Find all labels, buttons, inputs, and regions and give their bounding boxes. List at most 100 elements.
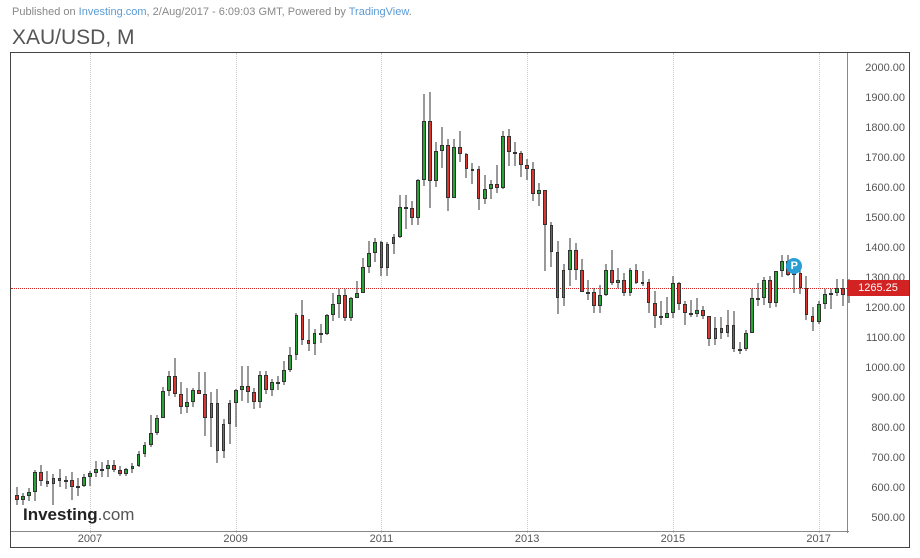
candle bbox=[46, 53, 50, 533]
y-tick: 1100.00 bbox=[866, 332, 905, 344]
candle bbox=[732, 53, 736, 533]
candle bbox=[434, 53, 438, 533]
candle bbox=[756, 53, 760, 533]
candle bbox=[167, 53, 171, 533]
candle bbox=[216, 53, 220, 533]
y-axis: 500.00600.00700.00800.00900.001000.00110… bbox=[847, 53, 909, 533]
candle bbox=[629, 53, 633, 533]
powered-by-prefix: Powered by bbox=[288, 6, 349, 18]
candle bbox=[313, 53, 317, 533]
candle bbox=[137, 53, 141, 533]
candle bbox=[319, 53, 323, 533]
candle bbox=[246, 53, 250, 533]
candle bbox=[477, 53, 481, 533]
candle bbox=[616, 53, 620, 533]
x-tick: 2017 bbox=[806, 533, 830, 545]
candle bbox=[610, 53, 614, 533]
candle bbox=[52, 53, 56, 533]
candle bbox=[82, 53, 86, 533]
y-tick: 1700.00 bbox=[865, 152, 905, 164]
candle bbox=[161, 53, 165, 533]
published-site-link[interactable]: Investing.com bbox=[79, 6, 147, 18]
watermark-light: .com bbox=[98, 505, 135, 524]
candle bbox=[507, 53, 511, 533]
candle bbox=[143, 53, 147, 533]
candle bbox=[258, 53, 262, 533]
candle bbox=[325, 53, 329, 533]
plot-area[interactable]: P bbox=[11, 53, 849, 533]
candle bbox=[701, 53, 705, 533]
candle bbox=[392, 53, 396, 533]
candle bbox=[738, 53, 742, 533]
candle bbox=[106, 53, 110, 533]
candle bbox=[94, 53, 98, 533]
candle bbox=[173, 53, 177, 533]
candle bbox=[574, 53, 578, 533]
candle bbox=[64, 53, 68, 533]
candle bbox=[440, 53, 444, 533]
candle bbox=[762, 53, 766, 533]
candle bbox=[495, 53, 499, 533]
y-tick: 500.00 bbox=[871, 512, 905, 524]
marker-p: P bbox=[786, 258, 802, 274]
candle bbox=[307, 53, 311, 533]
x-tick: 2015 bbox=[661, 533, 685, 545]
header-meta: Published on Investing.com, 2/Aug/2017 -… bbox=[12, 6, 412, 18]
candle bbox=[471, 53, 475, 533]
candle bbox=[240, 53, 244, 533]
candle bbox=[835, 53, 839, 533]
candle bbox=[270, 53, 274, 533]
y-tick: 1800.00 bbox=[865, 122, 905, 134]
chart-symbol: XAU/USD bbox=[12, 26, 105, 49]
y-tick: 1000.00 bbox=[865, 362, 905, 374]
candle bbox=[641, 53, 645, 533]
candle bbox=[404, 53, 408, 533]
candle bbox=[707, 53, 711, 533]
candle bbox=[355, 53, 359, 533]
candle bbox=[380, 53, 384, 533]
candle bbox=[452, 53, 456, 533]
candle bbox=[519, 53, 523, 533]
candle bbox=[58, 53, 62, 533]
candle bbox=[337, 53, 341, 533]
candle bbox=[799, 53, 803, 533]
candle bbox=[635, 53, 639, 533]
y-tick: 1500.00 bbox=[865, 212, 905, 224]
y-tick: 900.00 bbox=[871, 392, 905, 404]
candle bbox=[550, 53, 554, 533]
powered-by-link[interactable]: TradingView bbox=[349, 6, 409, 18]
candle bbox=[76, 53, 80, 533]
candle bbox=[282, 53, 286, 533]
chart-title: XAU/USD, M bbox=[12, 26, 135, 50]
y-tick: 800.00 bbox=[871, 422, 905, 434]
candle bbox=[653, 53, 657, 533]
y-tick: 700.00 bbox=[871, 452, 905, 464]
candle bbox=[428, 53, 432, 533]
candle bbox=[598, 53, 602, 533]
candle-layer: P bbox=[11, 53, 849, 533]
candle bbox=[714, 53, 718, 533]
candle bbox=[331, 53, 335, 533]
x-tick: 2009 bbox=[223, 533, 247, 545]
candle bbox=[203, 53, 207, 533]
candle bbox=[592, 53, 596, 533]
candle bbox=[288, 53, 292, 533]
candle bbox=[349, 53, 353, 533]
candle bbox=[786, 53, 790, 533]
candle bbox=[750, 53, 754, 533]
candle bbox=[373, 53, 377, 533]
x-tick: 2007 bbox=[78, 533, 102, 545]
candle bbox=[367, 53, 371, 533]
candle bbox=[252, 53, 256, 533]
candle bbox=[489, 53, 493, 533]
candle bbox=[513, 53, 517, 533]
candle bbox=[677, 53, 681, 533]
y-tick: 1600.00 bbox=[865, 182, 905, 194]
y-tick: 1200.00 bbox=[865, 302, 905, 314]
candle bbox=[234, 53, 238, 533]
candle bbox=[811, 53, 815, 533]
candle bbox=[112, 53, 116, 533]
watermark-bold: Investing bbox=[23, 505, 98, 524]
candle bbox=[70, 53, 74, 533]
candle bbox=[33, 53, 37, 533]
